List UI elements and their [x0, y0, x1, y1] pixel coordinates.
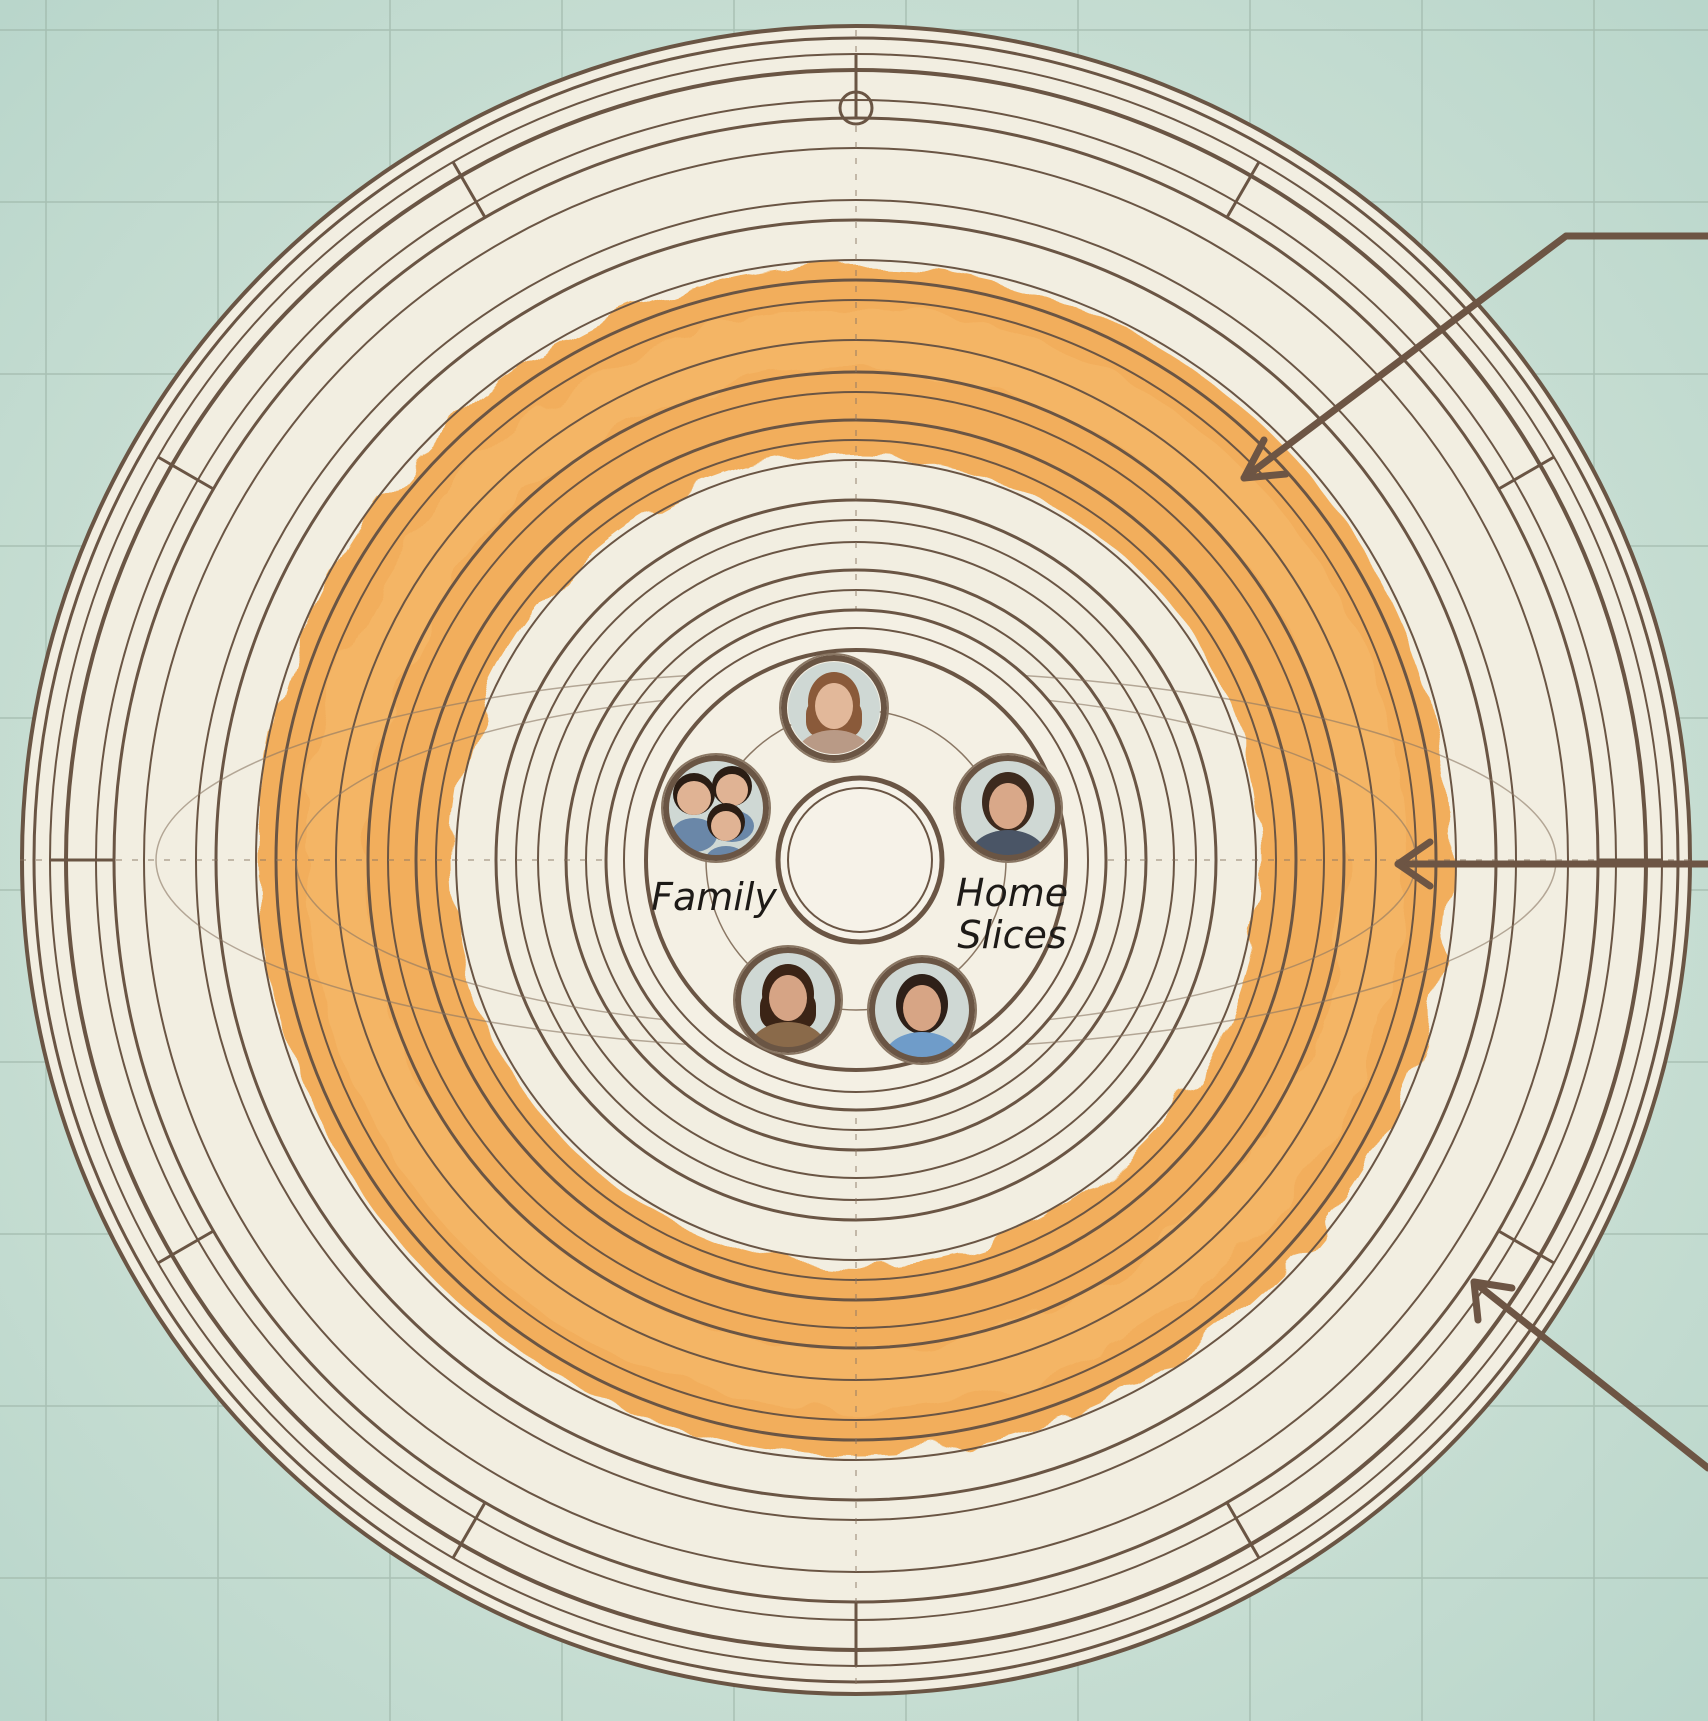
arrow-right-middle [1394, 838, 1708, 890]
avatar-top-woman: woman-portrait [779, 653, 889, 763]
label-home: Home [956, 871, 1068, 915]
avatar-bottom-right-man: man-portrait [867, 955, 977, 1065]
avatar-bottom-left-woman: woman-portrait [733, 945, 843, 1055]
outer-tick-marks [50, 54, 1662, 1666]
avatar-right-man: man-portrait [953, 753, 1063, 863]
avatar-left-family: family-portrait [661, 753, 771, 863]
center-circle [775, 775, 945, 945]
arrow-bottom-right [1470, 1278, 1708, 1472]
callout-arrows [1240, 232, 1708, 1472]
avatar-group: woman-portraitman-portraitman-portraitwo… [661, 653, 1063, 1065]
arrow-top-right [1240, 232, 1708, 482]
label-slices: Slices [957, 913, 1066, 957]
label-family: Family [651, 875, 777, 919]
